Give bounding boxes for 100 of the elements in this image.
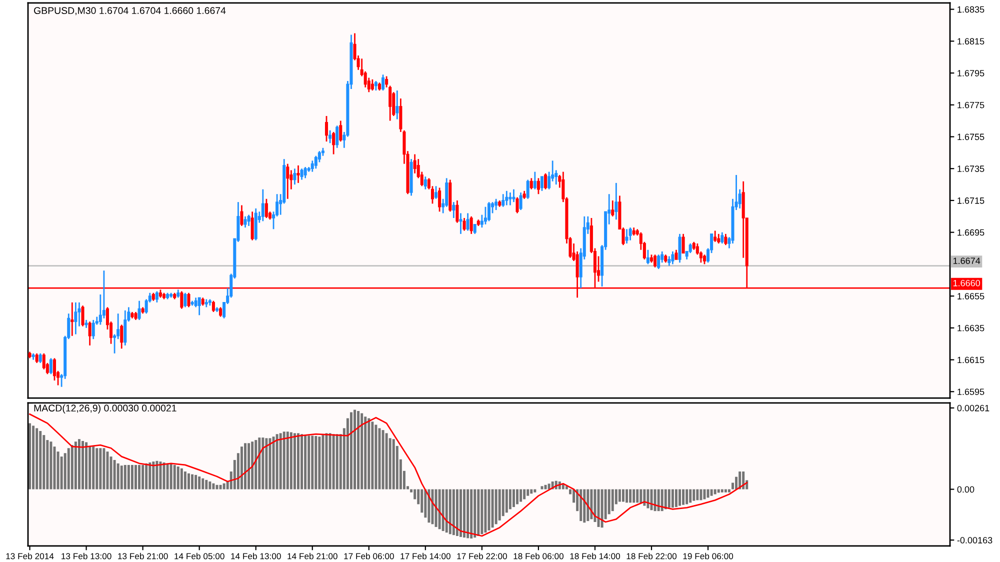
- bar: [494, 489, 498, 524]
- bar: [265, 438, 268, 490]
- candlestick: [310, 160, 314, 172]
- bar: [530, 489, 533, 494]
- y-tick-label: 1.6775: [958, 102, 984, 108]
- x-tick-label: 18 Feb 22:00: [626, 552, 677, 560]
- y-tick-label: 1.6655: [958, 293, 984, 300]
- candlestick: [261, 188, 264, 222]
- bar: [39, 431, 42, 490]
- bar: [159, 462, 162, 490]
- bar: [674, 489, 678, 508]
- bar: [466, 489, 470, 538]
- bar: [692, 489, 696, 501]
- candlestick: [462, 217, 466, 232]
- candlestick: [688, 242, 692, 254]
- candlestick: [187, 292, 190, 308]
- bar: [477, 489, 480, 536]
- candlestick: [88, 320, 92, 346]
- bar: [540, 486, 544, 490]
- candlestick: [81, 304, 84, 328]
- bar: [328, 433, 332, 490]
- bar: [643, 489, 646, 506]
- bar: [368, 418, 370, 490]
- bar: [671, 489, 674, 508]
- bar: [170, 463, 172, 490]
- bar: [689, 489, 692, 503]
- bar: [364, 416, 367, 490]
- bar: [452, 489, 455, 536]
- x-tick-label: 13 Feb 21:00: [118, 552, 168, 560]
- candlestick: [628, 226, 632, 241]
- candlestick: [396, 90, 399, 120]
- x-tick-label: 14 Feb 21:00: [288, 552, 338, 560]
- bar: [470, 489, 473, 539]
- x-tick-label: 17 Feb 14:00: [400, 552, 450, 560]
- candlestick: [328, 130, 332, 144]
- bar: [738, 472, 742, 490]
- bar: [371, 422, 374, 490]
- bar: [156, 460, 158, 490]
- bar: [148, 462, 152, 490]
- bar: [431, 489, 434, 524]
- bar: [622, 489, 624, 502]
- candlestick: [724, 233, 728, 246]
- candlestick: [657, 254, 660, 270]
- ref-line-label: 1.6660: [953, 280, 980, 286]
- bar: [248, 443, 250, 490]
- bar: [240, 446, 243, 490]
- bar: [318, 436, 321, 490]
- bar: [202, 478, 204, 490]
- candlestick: [682, 233, 685, 254]
- candlestick: [614, 182, 618, 220]
- y-tick-label: 1.6815: [958, 38, 984, 45]
- bar: [657, 489, 660, 512]
- y-tick-label: 1.6795: [958, 70, 984, 76]
- bar: [654, 489, 656, 512]
- x-tick-label: 14 Feb 13:00: [231, 552, 281, 560]
- candlestick: [240, 204, 244, 227]
- bar: [374, 424, 378, 490]
- candlestick: [466, 212, 470, 232]
- chart-title: MACD(12,26,9) 0.00030 0.00021: [34, 404, 176, 414]
- bar: [474, 489, 476, 538]
- candlestick: [304, 166, 307, 179]
- bar: [668, 489, 670, 508]
- bar: [706, 489, 710, 498]
- bar: [74, 442, 77, 490]
- bar: [262, 438, 264, 490]
- bar: [268, 438, 272, 490]
- bar: [632, 489, 636, 503]
- bar: [580, 489, 582, 522]
- x-tick-label: 18 Feb 14:00: [570, 552, 620, 560]
- bar: [724, 489, 727, 492]
- bar: [728, 489, 730, 492]
- candlestick: [300, 168, 304, 180]
- candlestick: [382, 74, 385, 92]
- y-tick-label: 1.6635: [958, 324, 984, 332]
- bar: [82, 440, 84, 490]
- y-tick-label: -0.00163: [957, 537, 992, 544]
- bar: [308, 436, 310, 490]
- bar: [67, 448, 70, 490]
- bar: [187, 473, 190, 490]
- bar: [36, 428, 38, 490]
- candlestick: [198, 296, 201, 316]
- bar: [276, 434, 278, 490]
- bar: [520, 489, 522, 502]
- bar: [113, 460, 116, 490]
- bar: [463, 489, 466, 538]
- bar: [682, 489, 685, 505]
- candlestick: [470, 216, 473, 235]
- candlestick: [244, 216, 247, 228]
- y-tick-label: 1.6835: [958, 6, 984, 13]
- candlestick: [332, 131, 336, 155]
- bar: [297, 433, 300, 490]
- bar: [626, 489, 628, 503]
- candlestick: [74, 302, 78, 335]
- bar: [198, 476, 201, 490]
- candlestick: [487, 201, 491, 222]
- bar: [124, 464, 126, 490]
- candlestick: [544, 172, 548, 190]
- bar: [354, 410, 356, 490]
- bar: [286, 432, 289, 490]
- candlestick: [505, 190, 508, 206]
